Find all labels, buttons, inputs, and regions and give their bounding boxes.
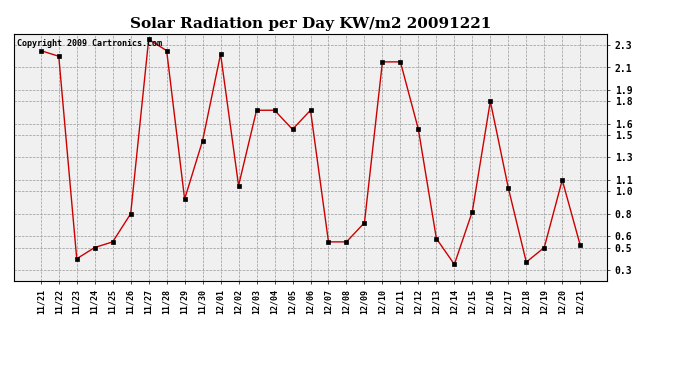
Text: Copyright 2009 Cartronics.com: Copyright 2009 Cartronics.com	[17, 39, 161, 48]
Title: Solar Radiation per Day KW/m2 20091221: Solar Radiation per Day KW/m2 20091221	[130, 17, 491, 31]
